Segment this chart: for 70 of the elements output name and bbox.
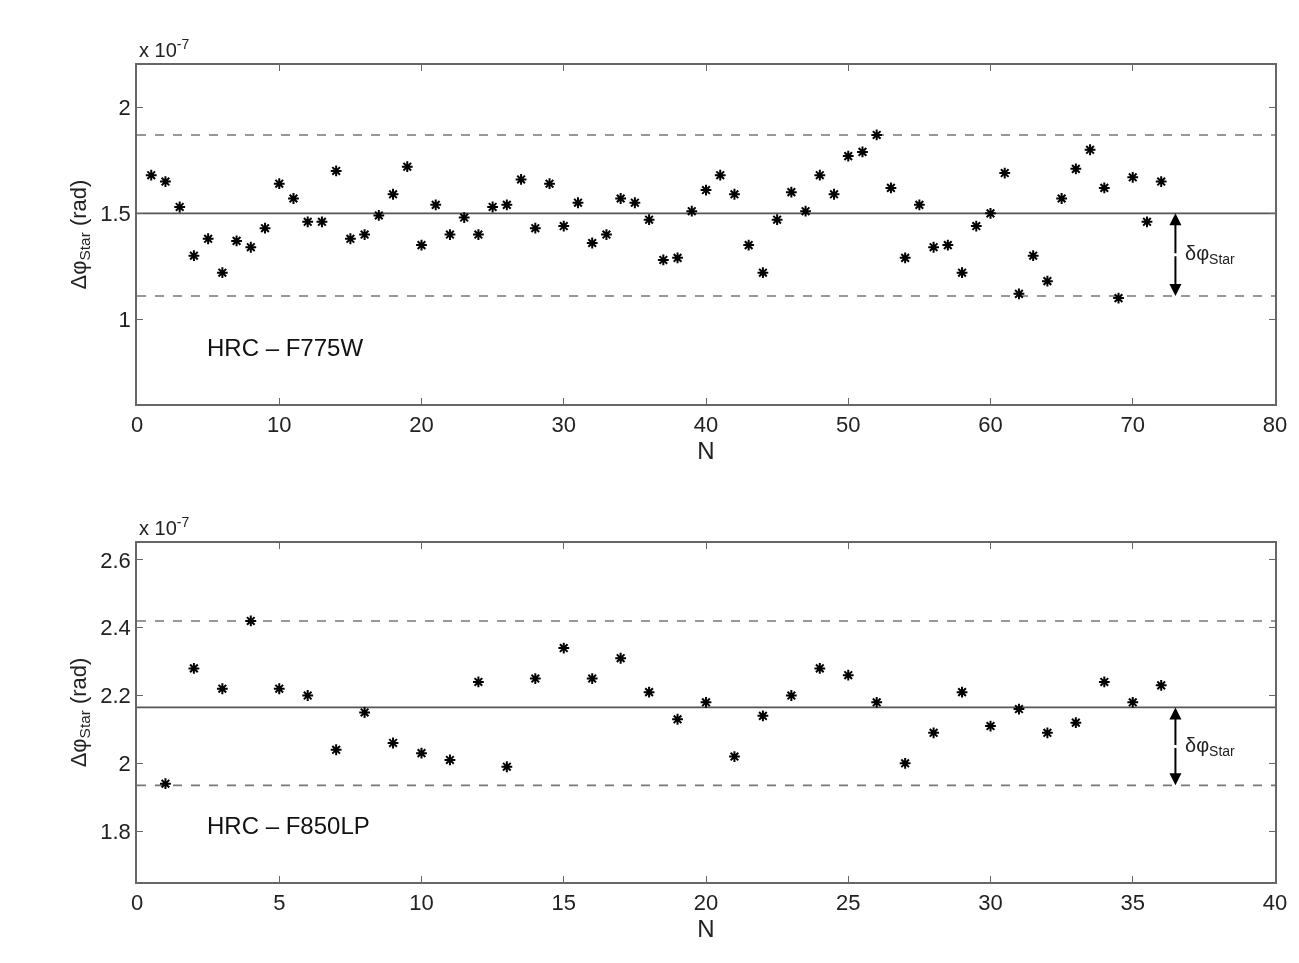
point	[585, 672, 599, 685]
x-axis-title: N	[697, 437, 715, 465]
point	[870, 695, 884, 709]
x-tick-label: 40	[1262, 890, 1288, 916]
point	[244, 614, 258, 628]
point	[358, 706, 371, 719]
point	[159, 777, 172, 791]
x-tick-label: 10	[409, 890, 434, 916]
y-tick-label: 1.8	[100, 818, 131, 844]
x-tick-label: 50	[836, 412, 861, 438]
point	[671, 712, 684, 726]
point	[1012, 702, 1026, 716]
annotation: δφ$_{Star}$	[1185, 734, 1236, 760]
point	[272, 682, 286, 696]
point	[1154, 678, 1168, 692]
point	[187, 662, 201, 675]
y-tick-label: 2	[118, 95, 131, 121]
x-tick-label: 40	[693, 412, 719, 438]
y-tick-label: 1.5	[100, 201, 131, 227]
point	[728, 750, 741, 763]
point	[813, 662, 827, 675]
y-tick-label: 2.6	[100, 547, 131, 573]
y-tick-label: 1	[118, 306, 131, 332]
x-tick-label: 20	[409, 412, 434, 438]
x-tick-label: 60	[978, 412, 1003, 438]
x-tick-label: 25	[836, 890, 861, 916]
y-tick-label: 2	[118, 751, 131, 777]
point	[841, 668, 855, 682]
point	[1041, 726, 1054, 740]
x-tick-label: 10	[267, 412, 292, 438]
x-tick-label: 80	[1262, 412, 1288, 438]
x-tick-label: 20	[693, 890, 719, 916]
annotation: δφ$_{Star}$	[1185, 242, 1236, 268]
point	[1069, 716, 1083, 730]
point	[955, 685, 969, 699]
x-tick-label: 35	[1120, 890, 1145, 916]
x-tick-label: 70	[1120, 412, 1145, 438]
y-tick-label: 2.2	[100, 683, 131, 709]
point	[528, 672, 542, 685]
annotation: HRC – F850LP	[207, 812, 370, 839]
x-tick-label: 0	[130, 412, 144, 438]
point	[329, 743, 343, 757]
point	[415, 746, 428, 760]
x-tick-label: 30	[551, 412, 576, 438]
point	[215, 682, 229, 696]
point	[642, 685, 656, 699]
x-tick-label: 15	[551, 890, 576, 916]
point	[756, 709, 770, 723]
text: x 10$^{-7}$	[139, 514, 190, 540]
x-tick-label: 30	[978, 890, 1003, 916]
point	[443, 753, 457, 767]
point	[472, 675, 485, 689]
x-axis-title: N	[697, 915, 715, 943]
y-tick-label: 2.4	[100, 615, 131, 641]
x-tick-label: 5	[273, 890, 286, 916]
point	[301, 689, 315, 702]
point	[557, 641, 571, 655]
point	[898, 756, 912, 770]
x-tick-label: 0	[130, 890, 144, 916]
point	[784, 689, 798, 702]
point	[614, 651, 628, 665]
point	[1126, 695, 1140, 709]
point	[500, 760, 514, 774]
point	[927, 726, 940, 740]
point	[1097, 675, 1111, 689]
annotation: HRC – F775W	[207, 334, 364, 361]
text: x 10$^{-7}$	[139, 36, 190, 62]
point	[699, 695, 713, 709]
point	[386, 736, 400, 750]
point	[984, 719, 997, 733]
